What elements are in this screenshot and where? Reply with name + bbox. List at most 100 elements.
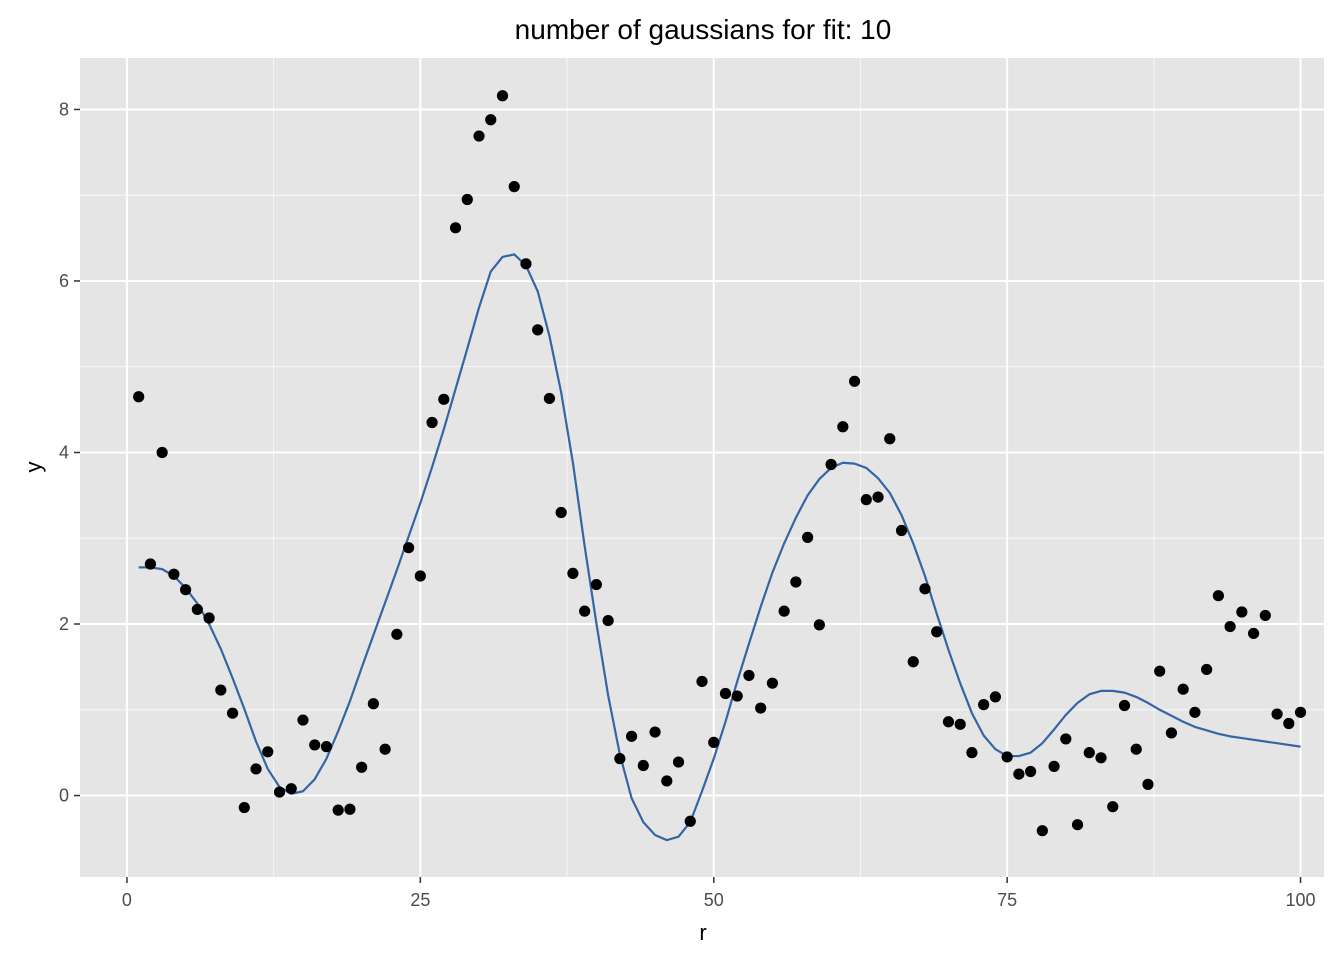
data-point: [1142, 778, 1154, 790]
data-point: [1154, 665, 1166, 677]
data-point: [978, 699, 990, 711]
data-point: [168, 568, 180, 580]
data-point: [684, 815, 696, 827]
data-point: [919, 583, 931, 595]
x-tick-label: 25: [410, 890, 430, 910]
data-point: [496, 90, 509, 102]
data-point: [262, 746, 274, 758]
data-point: [1036, 825, 1048, 837]
y-tick-label: 0: [59, 786, 69, 806]
data-point: [708, 736, 720, 748]
chart-title: number of gaussians for fit: 10: [515, 14, 892, 45]
data-point: [778, 605, 790, 617]
data-point: [438, 393, 450, 405]
data-point: [790, 576, 802, 588]
axes: 0 25 50 75 100 0 2 4 6 8: [59, 99, 1316, 910]
data-point: [672, 756, 685, 768]
data-point: [813, 619, 825, 631]
data-point: [356, 761, 368, 773]
data-point: [590, 578, 602, 591]
points-layer: [133, 90, 1307, 837]
data-point: [285, 783, 297, 795]
data-point: [273, 786, 286, 798]
data-point: [1247, 627, 1260, 640]
data-point: [1001, 751, 1013, 763]
data-point: [391, 628, 403, 640]
data-point: [602, 614, 614, 627]
y-tick-label: 6: [59, 271, 69, 291]
data-point: [907, 656, 919, 668]
panel-background: [80, 58, 1324, 877]
data-point: [133, 391, 145, 403]
data-point: [215, 684, 227, 696]
data-point: [1283, 717, 1295, 730]
data-point: [966, 747, 978, 759]
data-point: [649, 726, 661, 738]
data-point: [1107, 801, 1119, 813]
y-tick-label: 4: [59, 442, 69, 462]
data-point: [320, 741, 333, 753]
data-point: [884, 433, 896, 445]
data-point: [555, 506, 567, 519]
data-point: [367, 698, 379, 710]
data-point: [1083, 747, 1095, 759]
data-point: [1259, 609, 1271, 622]
data-point: [1048, 760, 1060, 772]
data-point: [661, 775, 673, 787]
data-point: [1189, 706, 1201, 718]
data-point: [414, 570, 426, 582]
data-point: [954, 718, 966, 730]
data-point: [625, 730, 638, 742]
data-point: [449, 222, 462, 234]
data-point: [1236, 606, 1248, 618]
data-point: [1025, 765, 1037, 778]
data-point: [1201, 663, 1213, 676]
data-point: [1130, 743, 1142, 755]
data-point: [1060, 733, 1072, 745]
data-point: [1095, 752, 1107, 764]
data-point: [238, 801, 250, 814]
data-point: [473, 130, 485, 142]
data-point: [1271, 708, 1283, 720]
y-tick-label: 8: [59, 99, 69, 119]
data-point: [203, 612, 215, 624]
data-point: [344, 803, 356, 815]
x-tick-label: 75: [997, 890, 1017, 910]
data-point: [379, 743, 391, 755]
data-point: [1177, 683, 1189, 695]
data-point: [532, 324, 544, 336]
data-point: [895, 524, 908, 537]
fit-line: [138, 253, 1301, 842]
data-point: [520, 258, 532, 270]
x-tick-label: 100: [1286, 890, 1316, 910]
data-point: [297, 714, 309, 726]
data-point: [696, 675, 708, 688]
data-point: [837, 421, 849, 433]
x-tick-label: 50: [704, 890, 724, 910]
data-point: [226, 707, 239, 719]
data-point: [156, 446, 168, 459]
data-point: [931, 626, 943, 638]
x-axis-title: r: [699, 920, 706, 945]
data-point: [825, 458, 837, 471]
data-point: [426, 416, 438, 429]
data-point: [872, 491, 884, 503]
data-point: [403, 542, 415, 554]
data-point: [332, 804, 344, 816]
y-tick-label: 2: [59, 614, 69, 634]
data-point: [144, 558, 157, 570]
data-point: [567, 567, 579, 580]
data-point: [1118, 699, 1131, 712]
data-point: [485, 114, 497, 126]
data-point: [848, 375, 861, 387]
data-point: [743, 669, 755, 682]
data-point: [1071, 819, 1084, 831]
data-point: [637, 759, 649, 772]
data-point: [614, 753, 626, 765]
data-point: [1165, 727, 1178, 739]
data-point: [731, 690, 743, 702]
data-point: [1013, 768, 1025, 780]
data-point: [719, 687, 732, 700]
data-point: [180, 584, 192, 596]
